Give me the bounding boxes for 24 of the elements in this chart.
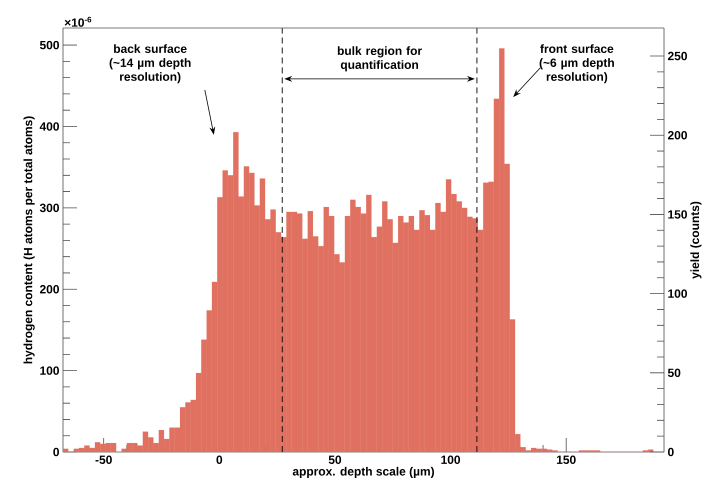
annotation: bulk region for quantification <box>338 46 422 72</box>
y-tick-label: 0 <box>53 448 59 456</box>
y2-axis-title: yield (counts) <box>690 202 702 279</box>
x-axis-title: approx. depth scale (µm) <box>292 466 434 478</box>
x-tick-label: 150 <box>556 456 576 464</box>
annotation: back surface (~14 µm depth resolution) <box>110 44 191 84</box>
x-tick-label: 50 <box>328 456 342 464</box>
text: ×10$^{-6}$ <box>64 16 92 27</box>
y2-tick-label: 100 <box>668 289 687 298</box>
y2-tick-label: 150 <box>668 210 687 219</box>
x-tick-label: 100 <box>441 456 460 464</box>
y-tick-label: 400 <box>40 122 59 131</box>
y2-tick-label: 50 <box>668 368 680 378</box>
x-tick-label: 0 <box>216 456 222 464</box>
y-tick-label: 100 <box>40 366 59 375</box>
y-axis-title: hydrogen content (H atoms per total atoms) <box>24 116 35 364</box>
x-tick-label: -50 <box>96 456 112 464</box>
y-tick-label: 300 <box>40 204 59 212</box>
y-tick-label: 200 <box>40 285 59 294</box>
annotation: front surface (~6 µm depth resolution) <box>540 44 614 84</box>
y2-tick-label: 0 <box>668 448 674 456</box>
y-tick-label: 500 <box>40 40 59 50</box>
y2-tick-label: 250 <box>668 52 687 60</box>
y2-tick-label: 200 <box>668 130 687 140</box>
